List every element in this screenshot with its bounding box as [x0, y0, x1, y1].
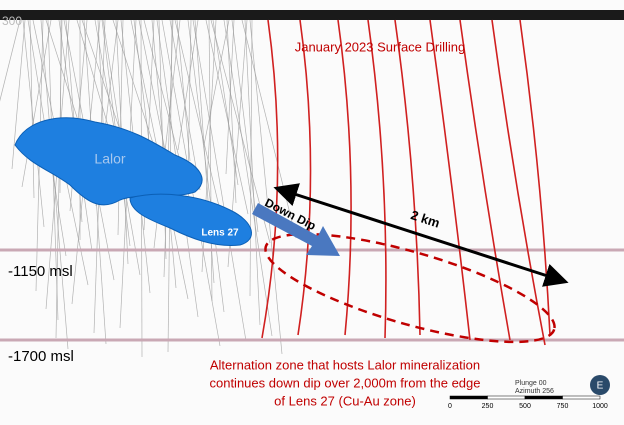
- annotation: of Lens 27 (Cu-Au zone): [274, 393, 416, 408]
- drillhole: [187, 19, 225, 313]
- scale-segment: [487, 395, 526, 400]
- drillhole: [337, 19, 352, 336]
- title: January 2023 Surface Drilling: [295, 39, 466, 54]
- annotation: continues down dip over 2,000m from the …: [209, 375, 480, 390]
- body-label: Lens 27: [201, 228, 239, 239]
- drillhole: [297, 19, 312, 336]
- depth-label: -1700 msl: [8, 348, 74, 365]
- drillhole: [22, 19, 45, 228]
- drillhole: [459, 19, 511, 341]
- drillhole: [519, 19, 551, 336]
- scale-label: 500: [519, 403, 531, 410]
- drillhole: [176, 19, 191, 162]
- orientation: Plunge 00: [515, 380, 547, 387]
- body-label: Lalor: [94, 151, 125, 167]
- annotation: Alternation zone that hosts Lalor minera…: [210, 357, 480, 372]
- scale-label: 0: [448, 403, 452, 410]
- drillhole: [174, 19, 223, 220]
- scale-label: 1000: [592, 403, 608, 410]
- new-drillholes: [261, 19, 551, 346]
- drillhole: [249, 19, 283, 355]
- scale-label: 750: [557, 403, 569, 410]
- down-dip-arrow: [252, 203, 340, 256]
- scale-segment: [524, 395, 563, 400]
- drillhole: [21, 19, 52, 188]
- drillhole: [205, 19, 249, 215]
- drillhole: [208, 19, 213, 302]
- drillhole: [163, 19, 174, 278]
- drillhole: [225, 19, 235, 175]
- drillhole: [97, 19, 105, 143]
- depth-label: 300: [2, 14, 22, 28]
- drillhole: [491, 19, 546, 346]
- drillhole: [244, 19, 261, 326]
- compass: [590, 375, 610, 395]
- drillhole: [367, 19, 387, 339]
- drillhole: [226, 19, 237, 204]
- scale-bar: 0 250 500 750 1000: [448, 395, 608, 410]
- drillhole: [261, 19, 279, 339]
- orientation: Azimuth 256: [515, 388, 554, 395]
- drillhole: [187, 19, 192, 180]
- distance-arrow: [273, 183, 569, 287]
- drillhole: [0, 19, 21, 102]
- drillhole: [192, 19, 247, 342]
- drillhole: [11, 19, 26, 170]
- drillhole: [223, 19, 273, 337]
- drillhole: [429, 19, 471, 341]
- lens27-body: [129, 193, 252, 247]
- drillhole: [231, 19, 259, 233]
- drillhole: [394, 19, 421, 336]
- surface-band: [0, 10, 624, 20]
- depth-label: -1150 msl: [8, 263, 73, 280]
- scale-segment: [449, 395, 488, 400]
- scale-label: 250: [482, 403, 494, 410]
- drillhole: [55, 19, 63, 339]
- drillhole: [203, 19, 230, 146]
- scale-segment: [562, 395, 601, 400]
- compass-label: E: [597, 381, 604, 392]
- lalor-body: [14, 117, 203, 206]
